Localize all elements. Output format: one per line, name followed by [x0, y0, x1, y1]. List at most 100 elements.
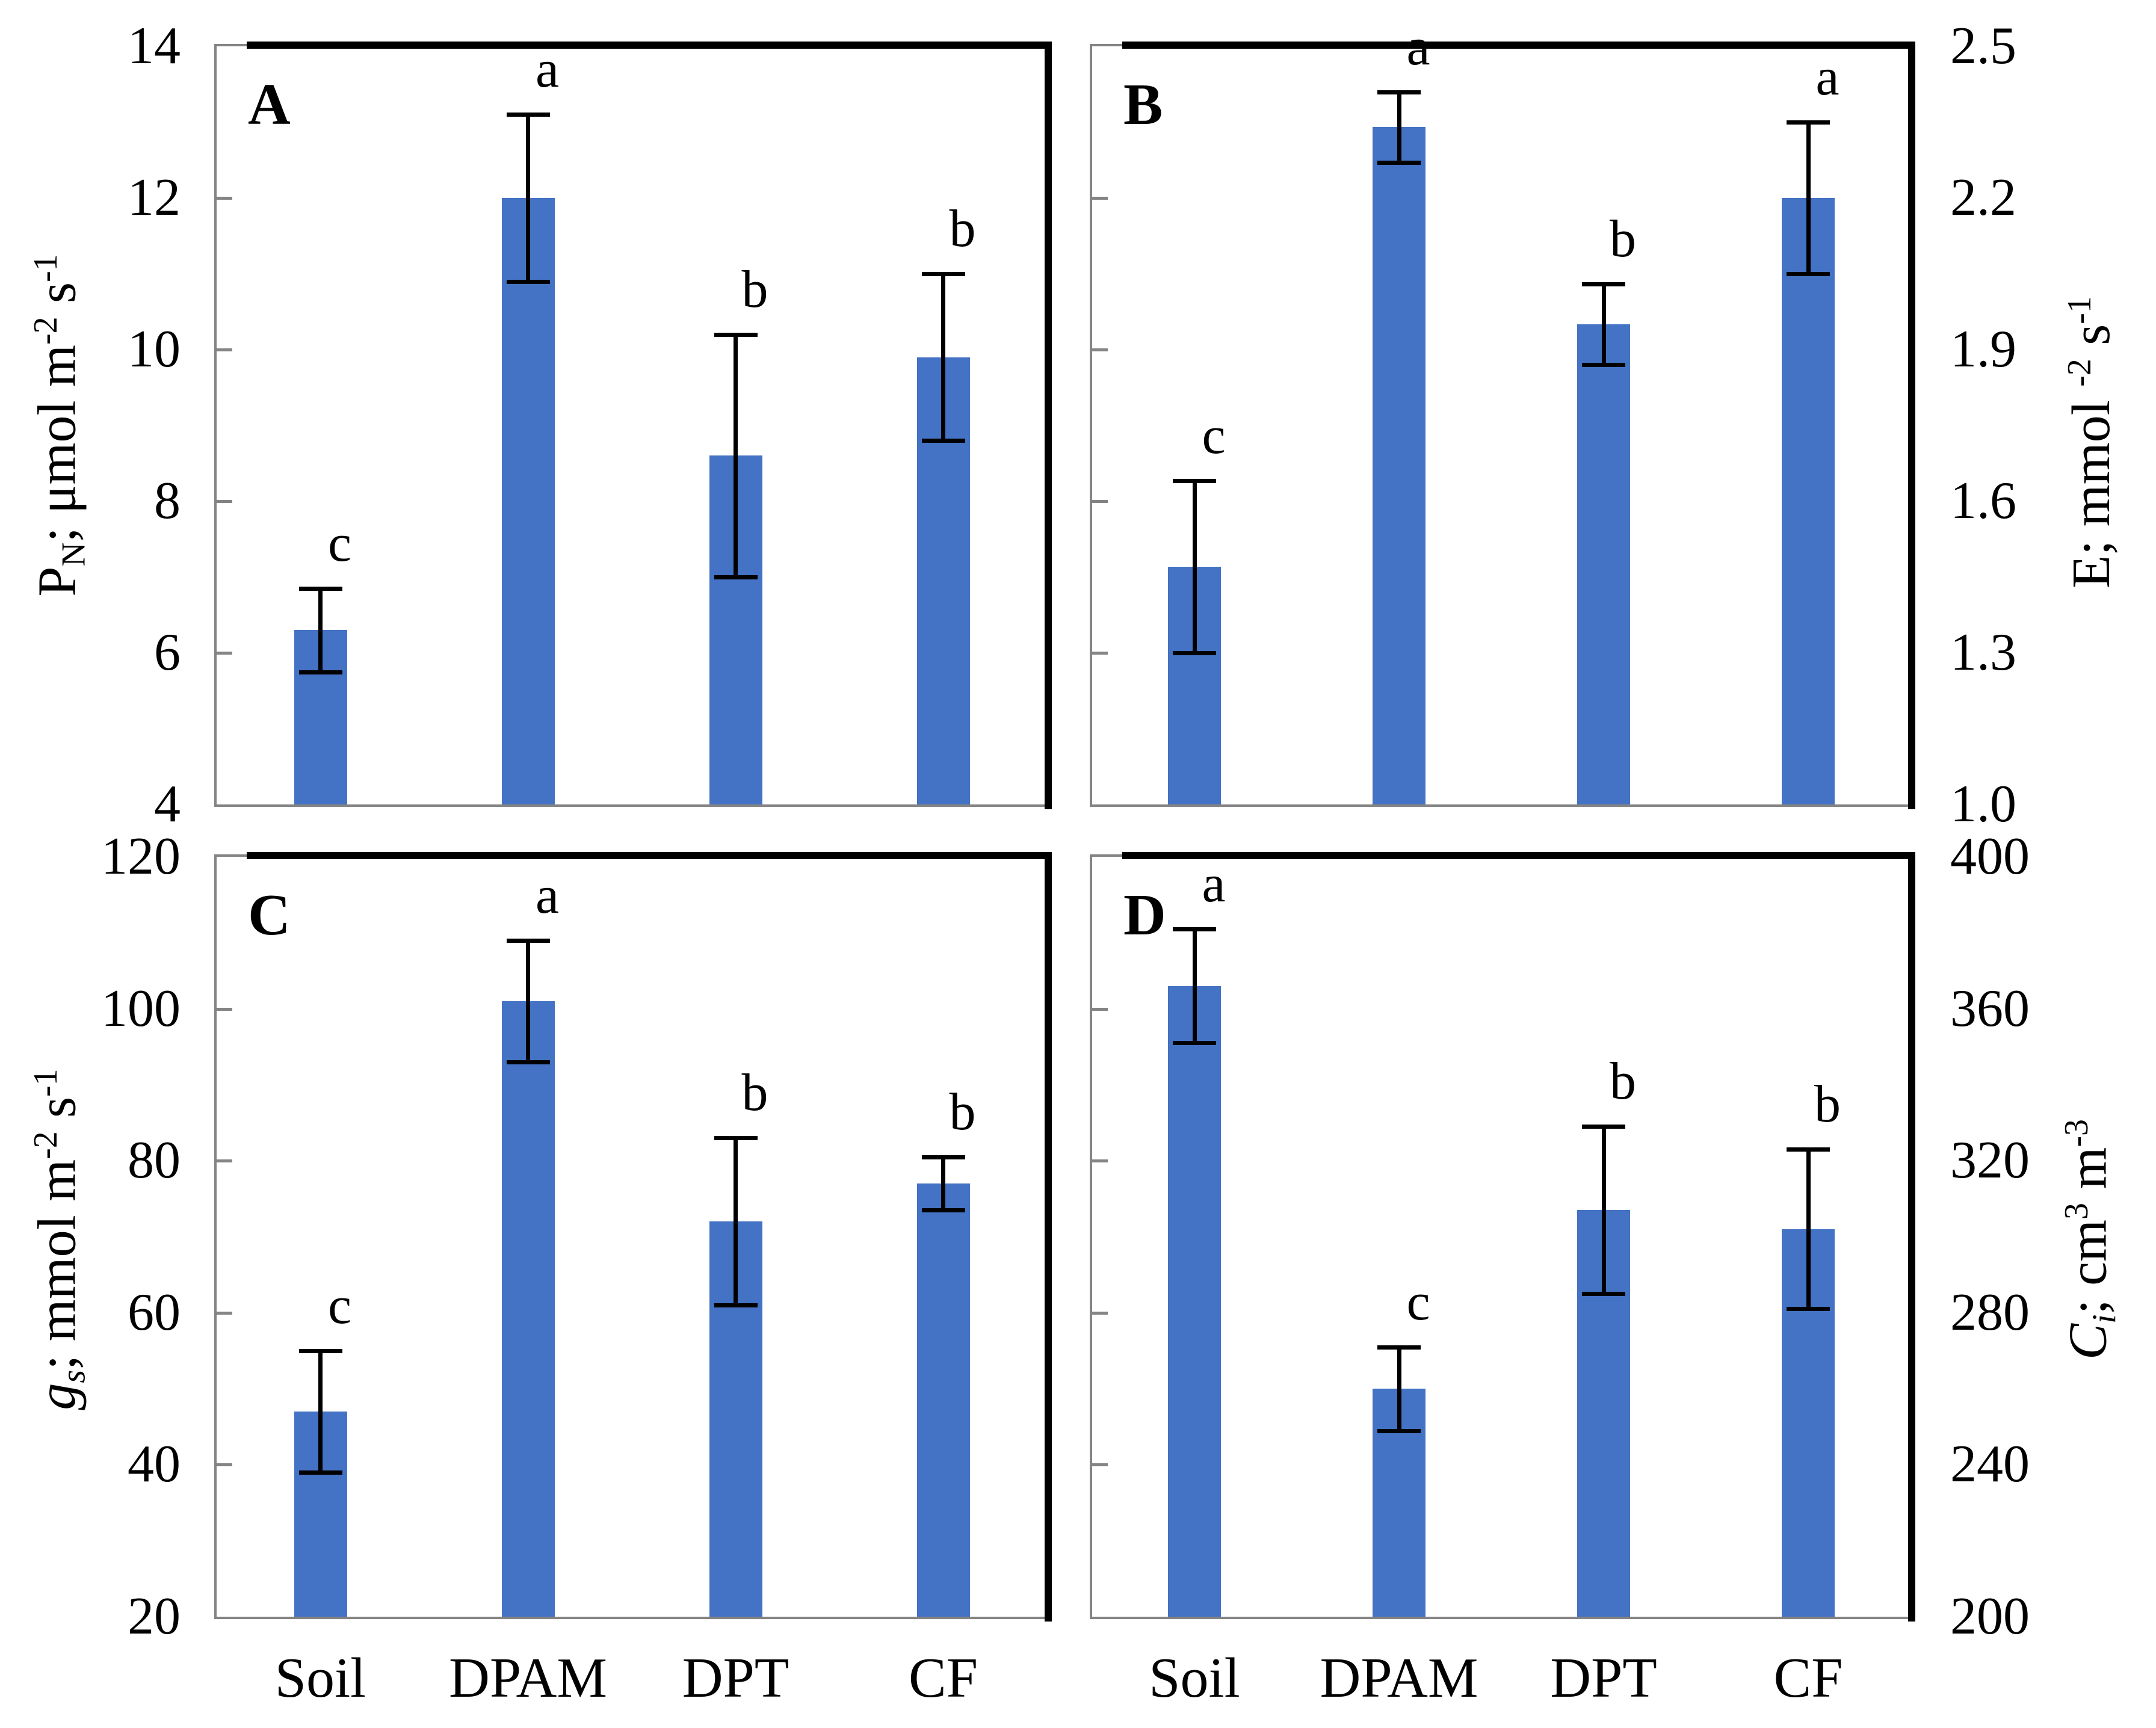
y-axis-title-B: E; mmol -2 s-1 — [2061, 296, 2121, 588]
axis-title-part: -2 — [26, 1131, 64, 1159]
axis-title-part: 3 — [2057, 1203, 2095, 1220]
axis-title-part: s — [27, 282, 87, 317]
x-category-label-C-CF: CF — [909, 1647, 978, 1709]
errorbar-A-DPAM — [526, 114, 530, 282]
y-tick-label-D-360: 360 — [1950, 979, 2030, 1038]
errorbar-D-DPT — [1601, 1126, 1606, 1294]
panel-C-right-border — [1045, 852, 1052, 1622]
y-tick-label-A-4: 4 — [154, 775, 181, 833]
axis-title-part: g — [27, 1383, 87, 1410]
errorbar-cap-bottom-B-Soil — [1173, 651, 1216, 655]
bar-D-Soil — [1168, 986, 1221, 1617]
x-category-label-C-DPT: DPT — [682, 1647, 789, 1709]
sig-letter-A-DPT: b — [741, 260, 768, 319]
errorbar-A-Soil — [318, 588, 323, 672]
y-tick-B-2.2 — [1092, 197, 1108, 200]
errorbar-cap-top-D-CF — [1787, 1147, 1830, 1152]
errorbar-cap-top-A-CF — [921, 272, 965, 276]
y-tick-label-D-200: 200 — [1950, 1587, 2030, 1646]
axis-title-part: s — [55, 1369, 93, 1383]
axis-title-part: ; μmol m — [27, 344, 87, 543]
errorbar-cap-top-D-DPT — [1582, 1125, 1625, 1129]
sig-letter-D-Soil: a — [1202, 854, 1226, 913]
y-axis-title-D: Ci; cm3 m-3 — [2057, 1119, 2124, 1360]
errorbar-cap-top-A-DPAM — [506, 113, 550, 117]
errorbar-cap-bottom-A-CF — [921, 439, 965, 443]
y-tick-C-60 — [217, 1311, 232, 1315]
axis-title-part: -3 — [2057, 1119, 2095, 1147]
y-tick-A-6 — [217, 652, 232, 655]
errorbar-cap-top-D-Soil — [1173, 927, 1216, 931]
panel-D-top-border — [1122, 852, 1915, 859]
errorbar-cap-bottom-D-Soil — [1173, 1041, 1216, 1046]
y-tick-label-B-2.5: 2.5 — [1950, 17, 2016, 75]
errorbar-cap-top-B-DPAM — [1377, 90, 1421, 94]
sig-letter-B-Soil: c — [1202, 407, 1226, 466]
y-tick-label-B-1.6: 1.6 — [1950, 472, 2016, 530]
y-tick-label-C-40: 40 — [128, 1435, 181, 1494]
x-category-label-C-DPAM: DPAM — [449, 1647, 607, 1709]
y-axis-title-C: gs; mmol m-2 s-1 — [26, 1069, 93, 1410]
errorbar-cap-bottom-A-DPAM — [506, 279, 550, 284]
y-tick-B-1.9 — [1092, 348, 1108, 351]
panel-A-right-border — [1045, 42, 1052, 809]
y-tick-B-1.6 — [1092, 500, 1108, 503]
errorbar-cap-bottom-A-Soil — [298, 670, 342, 674]
errorbar-cap-top-D-DPAM — [1377, 1345, 1421, 1350]
y-tick-B-1.3 — [1092, 652, 1108, 655]
y-tick-label-D-320: 320 — [1950, 1131, 2030, 1190]
axis-title-part: ; cm — [2058, 1219, 2118, 1315]
errorbar-A-CF — [941, 274, 945, 441]
y-tick-label-C-100: 100 — [101, 979, 181, 1038]
axis-title-part: P — [27, 566, 87, 597]
axis-title-part: ; mmol m — [27, 1159, 87, 1370]
errorbar-cap-bottom-C-CF — [921, 1208, 965, 1213]
y-tick-label-B-1.3: 1.3 — [1950, 623, 2016, 682]
y-tick-label-C-80: 80 — [128, 1131, 181, 1190]
sig-letter-D-CF: b — [1814, 1075, 1841, 1134]
errorbar-cap-bottom-A-DPT — [714, 575, 758, 579]
y-tick-label-C-20: 20 — [128, 1587, 181, 1646]
errorbar-A-DPT — [734, 334, 738, 577]
sig-letter-D-DPAM: c — [1406, 1273, 1430, 1331]
axis-title-part: i — [2086, 1314, 2124, 1324]
errorbar-cap-bottom-D-CF — [1787, 1307, 1830, 1312]
bar-B-DPT — [1577, 324, 1630, 804]
panel-D-right-border — [1908, 852, 1915, 1622]
sig-letter-A-DPAM: a — [535, 40, 560, 99]
errorbar-D-Soil — [1192, 928, 1197, 1043]
panel-letter-B: B — [1123, 72, 1163, 137]
bar-B-DPAM — [1373, 127, 1425, 804]
y-tick-A-12 — [217, 197, 232, 200]
sig-letter-B-CF: a — [1815, 48, 1839, 106]
errorbar-cap-bottom-B-DPT — [1582, 363, 1625, 368]
y-tick-label-B-1.0: 1.0 — [1950, 775, 2016, 833]
bar-B-CF — [1782, 198, 1835, 804]
axis-title-part: m — [2058, 1147, 2118, 1203]
y-tick-label-D-280: 280 — [1950, 1283, 2030, 1342]
errorbar-cap-top-A-Soil — [298, 586, 342, 591]
y-tick-D-360 — [1092, 1007, 1108, 1011]
y-tick-C-100 — [217, 1007, 232, 1011]
axis-title-part: s — [27, 1096, 87, 1132]
panel-B-right-border — [1908, 42, 1915, 809]
x-category-label-D-CF: CF — [1773, 1647, 1843, 1709]
sig-letter-A-Soil: c — [327, 514, 352, 573]
y-axis-title-A: PN; μmol m-2 s-1 — [26, 254, 92, 597]
y-tick-label-B-2.2: 2.2 — [1950, 168, 2016, 227]
bar-C-CF — [916, 1183, 970, 1617]
y-tick-label-D-240: 240 — [1950, 1435, 2030, 1494]
panel-letter-D: D — [1123, 883, 1166, 948]
axis-title-part: -2 — [2061, 359, 2099, 387]
panel-C-plot-area — [214, 854, 1049, 1619]
axis-title-part: -2 — [26, 316, 64, 345]
errorbar-C-DPT — [734, 1138, 738, 1306]
panel-letter-A: A — [248, 72, 291, 137]
errorbar-C-DPAM — [526, 940, 530, 1062]
x-category-label-D-Soil: Soil — [1149, 1647, 1240, 1709]
errorbar-cap-top-B-CF — [1787, 120, 1830, 125]
y-tick-A-10 — [217, 348, 232, 351]
errorbar-cap-top-C-DPT — [714, 1136, 758, 1141]
panel-B-top-border — [1122, 42, 1915, 49]
errorbar-D-DPAM — [1397, 1347, 1401, 1431]
